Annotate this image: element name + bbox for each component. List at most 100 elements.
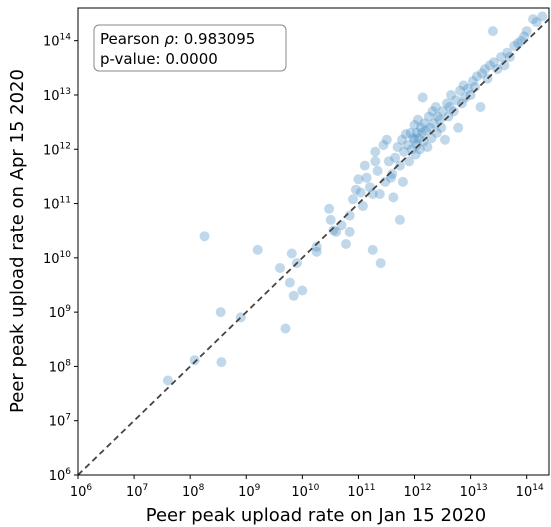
data-point-50 [397,134,408,145]
data-point-47 [392,142,403,152]
data-point-95 [458,80,469,91]
data-point-44 [387,169,398,179]
y-tick-label: 1013 [43,87,71,104]
data-point-28 [357,201,368,211]
x-tick-label: 1013 [460,483,488,500]
annotation-line-1: Pearson ρ: 0.983095 [100,30,255,48]
data-point-119 [528,14,539,25]
data-point-17 [325,214,336,225]
y-tick-label: 109 [49,304,72,321]
x-tick-label: 107 [126,483,148,500]
data-point-33 [367,244,378,255]
annotation-line-2: p-value: 0.0000 [100,50,218,68]
x-tick-label: 1012 [404,483,432,500]
data-point-62 [411,127,422,138]
data-point-54 [402,140,413,150]
data-point-69 [417,92,428,103]
data-point-6 [252,244,263,255]
data-point-112 [502,47,513,58]
data-point-67 [415,122,426,133]
data-point-58 [408,133,419,144]
data-point-63 [411,140,422,150]
y-tick-label: 1010 [43,250,71,267]
data-point-82 [434,114,445,125]
data-point-1 [189,355,200,366]
y-tick-label: 108 [49,358,72,375]
data-point-104 [479,64,490,75]
data-point-15 [311,241,322,252]
data-point-56 [405,127,416,138]
data-point-20 [336,220,347,231]
data-point-35 [370,146,381,157]
data-point-106 [484,60,495,71]
data-point-22 [344,210,355,221]
data-point-19 [331,226,342,237]
data-point-79 [430,102,441,112]
data-point-96 [460,92,471,103]
data-point-99 [467,76,478,87]
data-point-84 [437,106,448,117]
data-point-115 [513,38,523,49]
data-point-24 [348,194,358,205]
data-point-25 [350,184,361,195]
data-point-36 [372,165,383,176]
data-point-117 [519,31,530,42]
data-point-76 [426,133,437,144]
data-point-52 [399,146,409,157]
data-point-41 [381,134,392,145]
data-point-114 [509,40,520,51]
data-point-3 [215,307,226,318]
data-point-65 [414,133,424,144]
data-point-7 [275,263,285,273]
data-point-68 [416,127,427,138]
data-point-26 [353,174,364,185]
data-point-34 [370,156,381,167]
data-point-73 [422,142,433,152]
x-tick-label: 1014 [516,483,544,500]
data-point-102 [475,102,486,112]
data-point-29 [359,160,370,171]
data-point-72 [421,125,431,136]
data-point-48 [394,214,405,225]
data-point-57 [406,144,417,155]
data-point-77 [427,106,438,117]
x-ticks: 106 107 108 109 1010 1011 1012 1013 1014 [70,475,544,500]
data-point-9 [284,277,295,288]
data-point-31 [364,182,375,193]
y-tick-label: 106 [49,467,72,484]
data-point-120 [531,17,542,28]
data-point-89 [446,90,457,100]
correlation-annotation: Pearson ρ: 0.983095 p-value: 0.0000 [93,24,287,72]
data-point-30 [361,172,372,183]
data-point-118 [521,26,532,37]
data-point-53 [400,129,411,140]
x-axis-title: Peer peak upload rate on Jan 15 2020 [146,505,487,526]
data-point-27 [355,187,366,198]
data-point-71 [419,118,430,129]
data-point-92 [453,122,464,133]
x-tick-label: 109 [238,483,261,500]
x-tick-label: 106 [70,483,93,500]
data-point-39 [378,140,389,150]
data-point-110 [496,52,507,62]
data-point-111 [499,60,510,71]
data-point-51 [397,176,408,187]
y-tick-label: 1014 [43,33,71,50]
y-tick-label: 1012 [43,141,71,158]
data-point-91 [451,95,461,106]
data-point-23 [344,226,355,237]
data-point-18 [328,225,339,236]
x-tick-label: 1010 [291,483,319,500]
data-point-4 [216,357,227,368]
data-point-108 [488,57,499,68]
data-point-38 [375,258,386,269]
data-point-75 [425,122,436,133]
data-point-103 [477,68,487,79]
data-point-74 [423,111,434,122]
data-point-10 [286,248,297,259]
data-point-13 [297,285,308,296]
data-point-32 [367,189,378,199]
data-point-97 [463,83,473,94]
data-point-14 [311,246,322,257]
